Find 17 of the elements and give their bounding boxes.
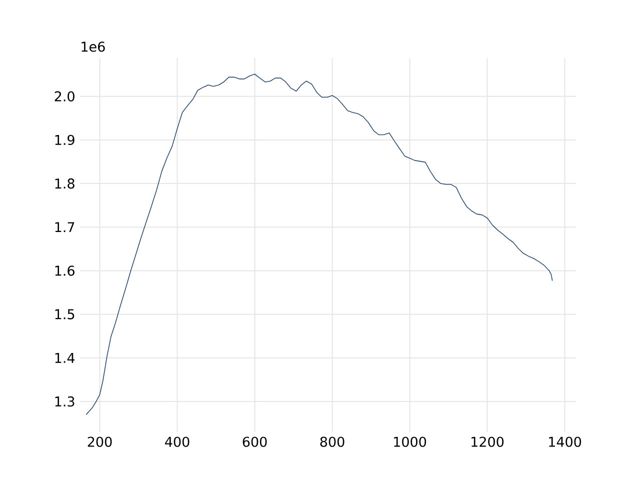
- x-tick-label: 400: [165, 436, 190, 447]
- x-tick-label: 1400: [549, 436, 582, 447]
- y-tick-label: 1.4: [55, 352, 75, 363]
- line-series: [86, 74, 553, 415]
- y-tick-label: 1.8: [55, 178, 74, 189]
- x-tick-label: 1000: [394, 436, 426, 447]
- x-tick-label: 1200: [472, 436, 504, 447]
- text: 1e6: [82, 42, 105, 52]
- x-tick-label: 200: [88, 436, 112, 447]
- y-tick-label: 2.0: [54, 91, 74, 102]
- x-tick-label: 600: [242, 436, 267, 447]
- y-tick-label: 1.5: [55, 309, 74, 320]
- y-tick-label: 1.3: [55, 396, 74, 407]
- y-tick-label: 1.7: [55, 222, 74, 232]
- y-tick-label: 1.9: [55, 134, 74, 146]
- y-tick-label: 1.6: [55, 266, 74, 276]
- x-tick-label: 800: [320, 436, 344, 447]
